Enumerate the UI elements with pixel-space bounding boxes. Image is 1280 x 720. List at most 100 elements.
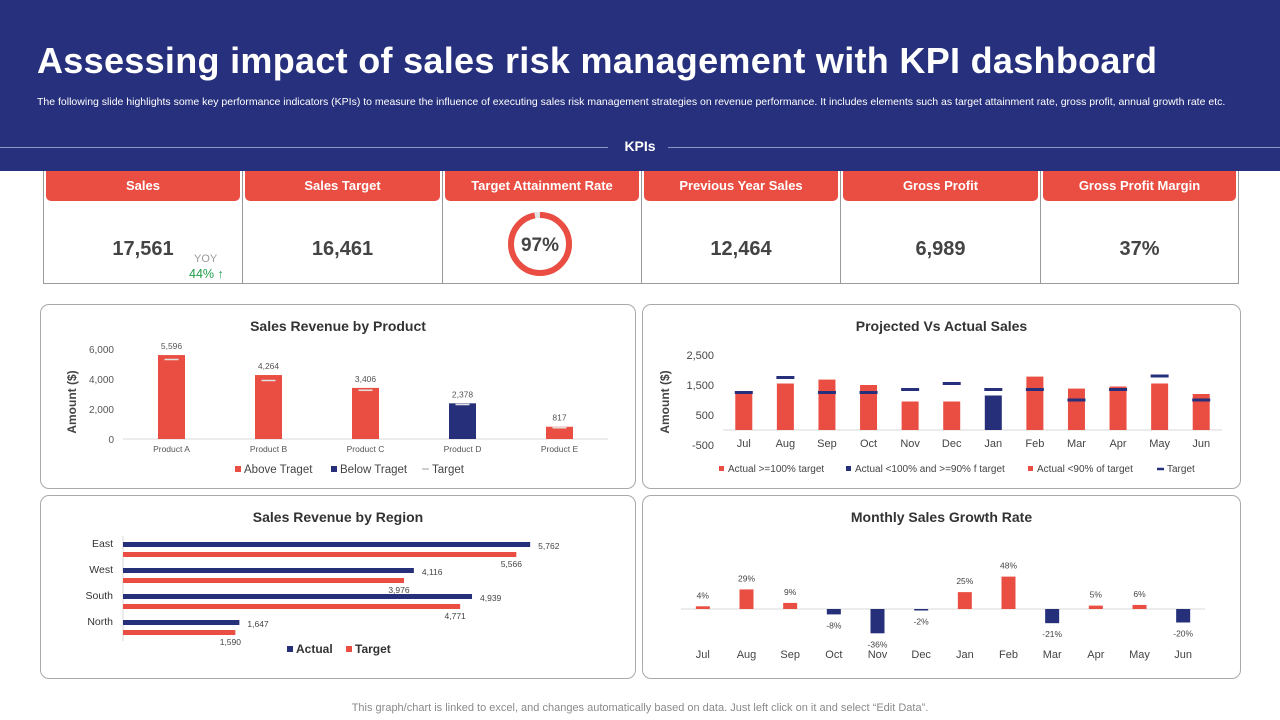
data-label-actual: 5,762 [538,541,560,551]
kpi-value-gross-margin: 37% [1119,238,1160,260]
x-tick-label: Jun [1192,438,1210,450]
bar-nov [870,609,885,634]
x-tick-label: Apr [1087,649,1104,661]
x-tick-label: Dec [911,649,931,661]
bar-actual-north [123,620,240,625]
x-tick-label: Jan [984,438,1002,450]
x-tick-label: Sep [817,438,837,450]
data-label: 2,378 [452,389,474,399]
kpi-row: Sales 17,561 YOY 44% ↑ Sales Target 16,4… [43,171,1239,284]
arrow-up-icon: ↑ [217,267,224,281]
x-tick-label: Jul [737,438,751,450]
bar-feb [1001,576,1016,609]
category-label-south: South [86,590,114,602]
y-tick-label: 1,500 [686,380,714,392]
y-tick-label: 0 [108,435,114,446]
y-tick-label: 2,500 [686,350,714,362]
bar-may [1132,604,1147,609]
attainment-ring-progress [508,212,572,276]
x-tick-label: Oct [825,649,842,661]
bar-dec [943,401,961,430]
x-tick-label: Product C [347,444,385,454]
kpi-card-attainment: Target Attainment Rate 97% [442,171,641,283]
data-label: 6% [1133,589,1146,599]
bar-feb [1026,376,1044,430]
bar-target-north [123,630,236,635]
bar-actual-east [123,542,531,547]
kpi-card-gross-profit: Gross Profit 6,989 [840,171,1040,283]
x-tick-label: Product E [541,444,579,454]
kpi-value-previous-year: 12,464 [710,238,772,260]
bar-oct [860,385,878,430]
kpi-value-sales: 17,561 [112,238,174,260]
x-tick-label: Jul [696,649,710,661]
x-tick-label: Feb [999,649,1018,661]
panel-growth-rate: Monthly Sales Growth Rate 4% Jul 29% Aug 9% S… [642,495,1241,679]
legend-swatch-target [346,646,352,652]
data-label: 3,406 [355,374,377,384]
data-label: -20% [1173,629,1193,639]
kpi-label-gross-margin: Gross Profit Margin [1043,171,1236,201]
footnote: This graph/chart is linked to excel, and… [351,702,929,714]
chart-title-growth: Monthly Sales Growth Rate [850,509,1033,525]
data-label: 817 [552,413,566,423]
y-tick-label: 2,000 [89,405,114,416]
bar-jan [957,592,972,609]
panel-projected-vs-actual: Projected Vs Actual Sales -500 500 1,500 2,… [642,304,1241,489]
x-tick-label: Nov [868,649,888,661]
x-tick-label: Apr [1109,438,1126,450]
bar-mar [1067,388,1085,430]
kpi-card-sales: Sales 17,561 YOY 44% ↑ [44,171,242,283]
data-label-target: 3,976 [388,585,410,595]
legend-swatch-near-target [846,466,851,471]
page-subtitle: The following slide highlights some key … [37,96,1226,108]
y-axis-label: Amount ($) [65,370,79,433]
legend-label: Actual <90% of target [1037,464,1133,475]
y-tick-label: 500 [696,410,714,422]
bar-actual-south [123,594,473,599]
kpi-label-sales: Sales [46,171,240,201]
kpi-card-sales-target: Sales Target 16,461 [242,171,442,283]
y-axis-label: Amount ($) [658,370,672,433]
y-tick-label: -500 [692,440,714,452]
kpi-section-label: KPIs [624,138,656,154]
chart-title-product: Sales Revenue by Product [250,318,426,334]
legend-label: Above Traget [244,464,313,476]
kpi-label-gross-profit: Gross Profit [843,171,1038,201]
header-banner: Assessing impact of sales risk managemen… [0,0,1280,171]
legend-label: Target [355,642,391,656]
x-tick-label: May [1149,438,1170,450]
panel-sales-by-region: Sales Revenue by Region East 5,762 5,566 We… [40,495,636,679]
kpi-card-previous-year: Previous Year Sales 12,464 [641,171,840,283]
panel-sales-by-product: Sales Revenue by Product 0 2,000 4,000 6,00… [40,304,636,489]
yoy-percent: 44% [189,267,215,281]
legend-label: Below Traget [340,464,408,476]
data-label: 5% [1090,590,1103,600]
data-label-actual: 4,939 [480,593,502,603]
data-label-target: 4,771 [445,611,467,621]
bar-target-west [123,578,404,583]
bar-aug [739,589,754,609]
category-label-east: East [92,538,113,550]
page-title: Assessing impact of sales risk managemen… [37,40,1158,81]
bar-mar [1045,609,1060,624]
x-tick-label: Product D [444,444,482,454]
kpi-label-previous-year: Previous Year Sales [644,171,838,201]
bar-product-c [352,387,379,439]
legend-swatch-above-target [719,466,724,471]
kpi-divider-right [668,147,1280,148]
data-label-actual: 1,647 [247,619,269,629]
bar-oct [826,609,841,615]
bar-sep [818,379,836,430]
kpi-label-attainment: Target Attainment Rate [445,171,639,201]
data-label: 25% [956,576,973,586]
x-tick-label: Jan [956,649,974,661]
x-tick-label: Feb [1025,438,1044,450]
bar-actual-west [123,568,414,573]
data-label: 9% [784,587,797,597]
bar-jul [735,392,753,430]
bar-jun [1192,394,1210,430]
data-label-target: 5,566 [501,559,523,569]
bar-product-d [449,403,476,439]
kpi-value-gross-profit: 6,989 [915,238,966,260]
